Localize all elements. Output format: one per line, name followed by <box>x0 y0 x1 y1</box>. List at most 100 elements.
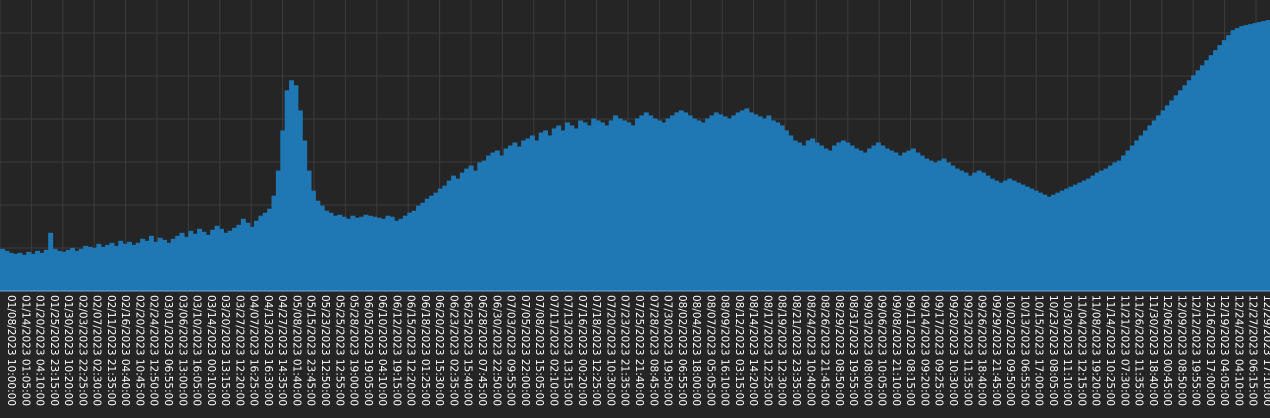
x-tick-label: 03/14/2023 00:10:00 <box>205 295 217 406</box>
data-bar <box>941 158 947 291</box>
data-bar <box>674 112 680 291</box>
data-bar <box>639 115 645 292</box>
data-bar <box>201 231 207 291</box>
x-tick-label: 08/26/2023 21:45:00 <box>819 295 831 406</box>
data-bar <box>740 110 746 291</box>
x-tick-label: 02/20/2023 10:45:00 <box>134 295 146 406</box>
data-bar <box>1169 100 1175 291</box>
data-bar <box>293 85 299 291</box>
data-bar <box>385 215 391 291</box>
data-bar <box>477 162 483 291</box>
data-bar <box>359 216 365 291</box>
x-tick-label: 09/11/2023 08:15:00 <box>904 295 916 406</box>
data-bar <box>1099 170 1105 291</box>
data-bar <box>319 205 325 291</box>
data-bar <box>381 218 386 291</box>
data-bar <box>153 241 159 291</box>
data-bar <box>840 140 846 291</box>
data-bar <box>1037 192 1043 291</box>
data-bar <box>551 128 557 291</box>
data-bar <box>1011 180 1017 291</box>
x-tick-label: 11/14/2023 10:25:00 <box>1104 295 1116 406</box>
data-bar <box>363 214 369 291</box>
data-bar <box>420 202 426 291</box>
data-bar <box>1090 175 1096 291</box>
data-bar <box>560 130 566 291</box>
data-bar <box>792 140 798 291</box>
data-bar <box>871 145 877 291</box>
x-tick-label: 07/08/2023 15:05:00 <box>533 295 545 406</box>
x-tick-label: 08/12/2023 03:15:00 <box>733 295 745 406</box>
x-tick-label: 03/20/2023 13:15:00 <box>219 295 231 406</box>
data-bar <box>604 125 610 292</box>
x-tick-label: 08/21/2023 23:35:00 <box>790 295 802 406</box>
data-bar <box>188 230 194 291</box>
data-bar <box>17 252 23 291</box>
x-tick-label: 05/08/2023 01:40:00 <box>291 295 303 406</box>
data-bar <box>289 80 295 291</box>
data-bar <box>823 148 829 291</box>
data-bar <box>573 128 579 291</box>
data-bar <box>705 118 711 291</box>
x-tick-label: 09/08/2023 21:10:00 <box>890 295 902 406</box>
data-bar <box>797 142 803 291</box>
data-bar <box>591 118 597 291</box>
data-bar <box>696 120 702 291</box>
data-bar <box>35 250 41 291</box>
data-bar <box>801 145 807 291</box>
data-bar <box>998 182 1004 291</box>
data-bar <box>656 120 662 291</box>
x-tick-label: 02/24/2023 12:50:00 <box>148 295 160 406</box>
data-bar <box>424 198 430 291</box>
data-bar <box>954 168 960 291</box>
x-tick-label: 07/20/2023 10:30:00 <box>605 295 617 406</box>
data-bar <box>1239 26 1245 292</box>
x-tick-label: 11/30/2023 18:40:00 <box>1147 295 1159 406</box>
data-bar <box>875 142 881 291</box>
data-bar <box>455 178 461 291</box>
data-bar <box>56 250 62 291</box>
data-bar <box>775 122 781 291</box>
data-bar <box>1234 28 1240 291</box>
x-tick-label: 07/18/2023 12:25:00 <box>590 295 602 406</box>
data-bar <box>464 168 470 291</box>
data-bar <box>779 125 785 292</box>
data-bar <box>564 122 570 291</box>
data-bar <box>691 118 697 291</box>
data-bar <box>52 248 58 291</box>
data-bar <box>1129 145 1135 291</box>
data-bar <box>91 247 97 291</box>
x-tick-label: 04/27/2023 14:35:00 <box>276 295 288 406</box>
data-bar <box>113 245 119 291</box>
x-tick-label: 06/23/2023 02:35:00 <box>448 295 460 406</box>
x-tick-label: 03/10/2023 16:05:00 <box>191 295 203 406</box>
data-bar <box>411 210 417 291</box>
data-bar <box>105 244 111 291</box>
data-bar <box>1199 65 1205 291</box>
x-tick-label: 10/02/2023 09:50:00 <box>1004 295 1016 406</box>
data-bar <box>100 246 106 291</box>
data-bar <box>687 115 693 292</box>
data-bar <box>770 120 776 291</box>
data-bar <box>845 142 851 291</box>
data-bar <box>179 232 185 291</box>
x-tick-label: 01/25/2023 23:15:00 <box>48 295 60 406</box>
data-bar <box>324 210 330 291</box>
data-bar <box>744 108 750 292</box>
x-tick-label: 10/30/2023 11:10:00 <box>1061 295 1073 406</box>
data-bar <box>832 145 838 291</box>
data-bar <box>534 140 540 291</box>
data-bar <box>880 145 886 291</box>
x-tick-label: 08/31/2023 19:55:00 <box>847 295 859 406</box>
x-tick-label: 09/03/2023 08:00:00 <box>861 295 873 406</box>
data-bar <box>30 253 36 291</box>
data-bar <box>350 215 356 291</box>
data-bar <box>96 243 102 291</box>
data-bar <box>818 145 824 291</box>
data-bar <box>652 118 658 291</box>
data-bar <box>599 122 605 291</box>
data-bar <box>731 115 737 292</box>
x-tick-label: 08/24/2023 10:40:00 <box>804 295 816 406</box>
data-bar <box>735 112 741 291</box>
x-tick-label: 10/15/2023 17:00:00 <box>1033 295 1045 406</box>
